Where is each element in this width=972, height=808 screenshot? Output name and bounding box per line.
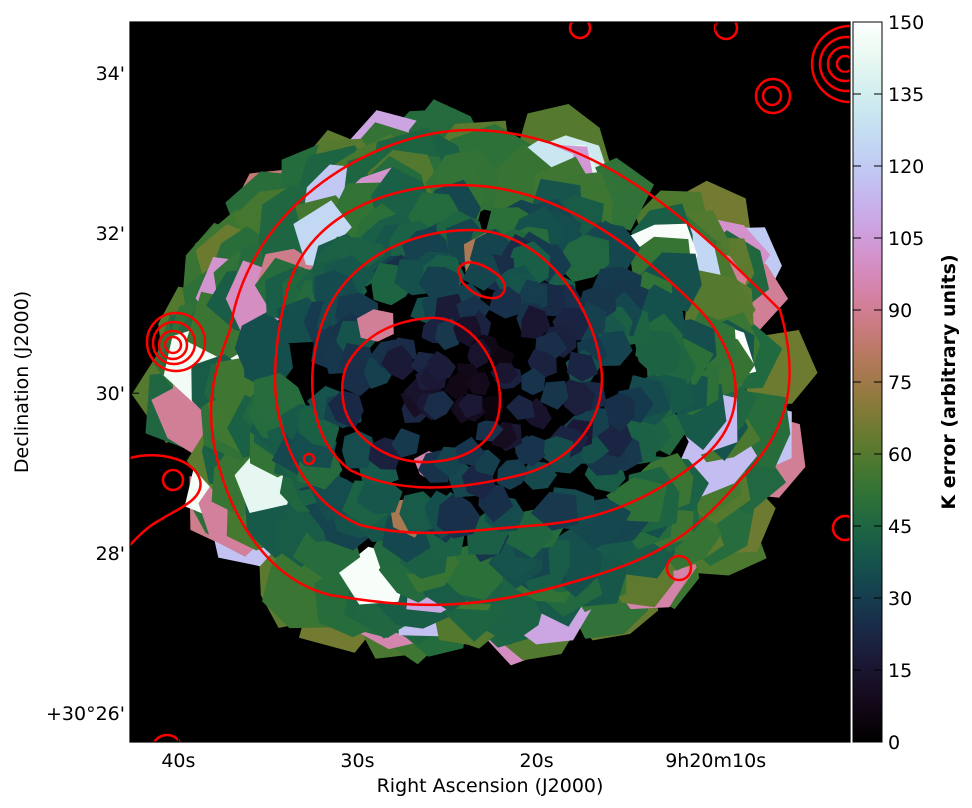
plot-frame xyxy=(129,21,851,743)
y-tick-label: 32' xyxy=(96,223,125,245)
image-cell xyxy=(540,380,569,410)
image-cell xyxy=(391,428,420,458)
colorbar-tick-label: 60 xyxy=(888,444,912,466)
y-tick-label: 30' xyxy=(96,383,125,405)
colorbar-tick-label: 135 xyxy=(888,84,924,106)
colorbar-tick-label: 75 xyxy=(888,372,912,394)
image-cell xyxy=(521,305,551,340)
contours xyxy=(130,22,850,742)
x-tick-label: 40s xyxy=(161,750,195,772)
x-tick-label: 20s xyxy=(520,750,554,772)
image-cell xyxy=(356,309,394,342)
y-tick-label: 28' xyxy=(96,543,125,565)
image-cell xyxy=(566,351,599,382)
image-cell xyxy=(427,350,456,381)
image-cell xyxy=(540,436,574,468)
image-cell xyxy=(515,435,545,465)
image-cell xyxy=(488,286,523,319)
y-axis-label: Declination (J2000) xyxy=(11,291,33,473)
image-cell xyxy=(423,390,455,421)
image-cell xyxy=(436,492,481,539)
image-cell xyxy=(444,370,470,400)
image-cell xyxy=(462,255,502,291)
image-cell xyxy=(506,394,535,420)
colorbar-tick-label: 30 xyxy=(888,588,912,610)
x-tick-label: 9h20m10s xyxy=(665,750,766,772)
colorbar-tick-label: 105 xyxy=(888,228,924,250)
image-cell xyxy=(434,317,461,351)
x-tick-label: 30s xyxy=(340,750,374,772)
colorbar-tick-label: 45 xyxy=(888,516,912,538)
voronoi-map xyxy=(131,99,818,666)
image-cell xyxy=(458,393,483,419)
y-tick-label: +30°26' xyxy=(46,703,125,725)
image-cell xyxy=(418,266,460,300)
colorbar-label: K error (arbitrary units) xyxy=(938,254,960,509)
x-axis-label: Right Ascension (J2000) xyxy=(377,775,604,797)
y-tick-label: 34' xyxy=(96,63,125,85)
image-cell xyxy=(356,478,403,515)
image-cell xyxy=(521,367,546,396)
colorbar-tick-label: 15 xyxy=(888,660,912,682)
image-cell xyxy=(496,459,529,490)
image-cell xyxy=(381,345,414,381)
image-cell xyxy=(555,234,610,283)
colorbar-tick-label: 90 xyxy=(888,300,912,322)
image-cell xyxy=(467,338,492,370)
image-cell xyxy=(465,371,491,395)
colorbar-tick-label: 120 xyxy=(888,156,924,178)
colorbar-tick-label: 150 xyxy=(888,12,924,34)
image-cell xyxy=(558,379,595,417)
image-cell xyxy=(520,460,558,490)
colorbar-tick-label: 0 xyxy=(888,732,900,754)
image-cell xyxy=(603,392,636,432)
